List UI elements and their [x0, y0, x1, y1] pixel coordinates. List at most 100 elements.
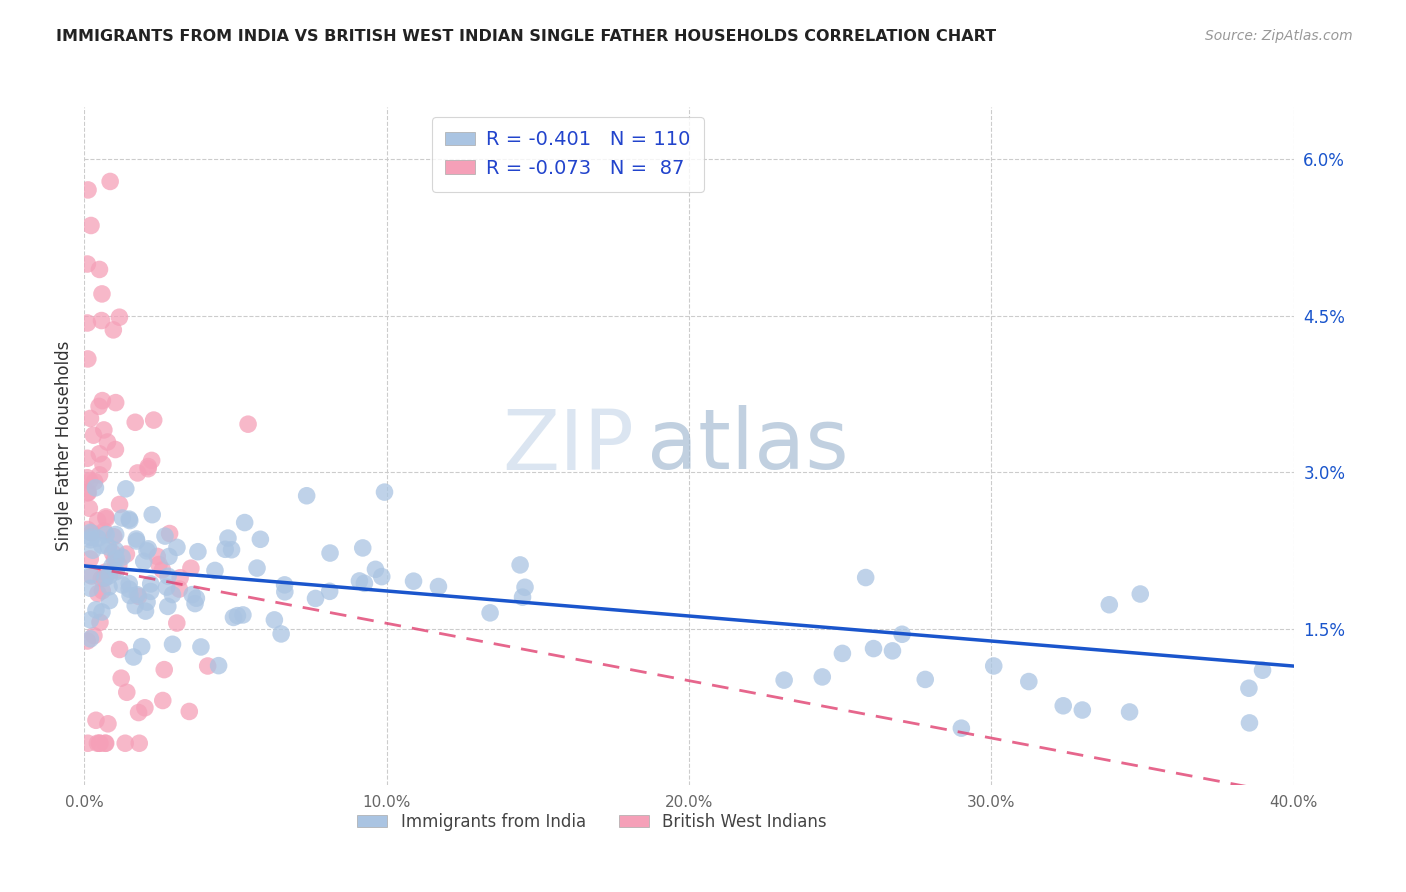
Point — [882, 644, 904, 658]
Point — [1052, 698, 1074, 713]
Point — [136, 459, 159, 474]
Point — [148, 558, 170, 572]
Point — [141, 453, 163, 467]
Point — [80, 525, 103, 540]
Point — [811, 670, 834, 684]
Point — [79, 411, 101, 425]
Point — [862, 641, 884, 656]
Point — [94, 571, 117, 585]
Point — [914, 673, 936, 687]
Point — [98, 580, 121, 594]
Point — [127, 466, 149, 480]
Point — [153, 529, 176, 543]
Point — [179, 705, 201, 719]
Point — [103, 553, 125, 567]
Point — [94, 509, 117, 524]
Point — [295, 489, 318, 503]
Point — [118, 512, 141, 526]
Point — [114, 482, 136, 496]
Point — [983, 659, 1005, 673]
Point — [152, 693, 174, 707]
Point — [1098, 598, 1121, 612]
Point — [153, 663, 176, 677]
Point — [89, 736, 111, 750]
Point — [139, 584, 162, 599]
Point — [353, 576, 375, 591]
Point — [80, 569, 103, 583]
Point — [115, 685, 138, 699]
Text: ZIP: ZIP — [503, 406, 634, 486]
Point — [79, 474, 101, 488]
Point — [83, 475, 105, 489]
Point — [134, 700, 156, 714]
Point — [80, 530, 103, 544]
Text: Source: ZipAtlas.com: Source: ZipAtlas.com — [1205, 29, 1353, 43]
Point — [125, 534, 148, 549]
Point — [513, 580, 536, 594]
Point — [270, 627, 292, 641]
Point — [162, 637, 184, 651]
Point — [232, 607, 254, 622]
Point — [891, 627, 914, 641]
Point — [98, 593, 121, 607]
Point — [97, 716, 120, 731]
Legend: Immigrants from India, British West Indians: Immigrants from India, British West Indi… — [350, 806, 834, 838]
Point — [79, 533, 101, 547]
Point — [141, 508, 163, 522]
Point — [217, 531, 239, 545]
Point — [79, 525, 101, 540]
Point — [166, 615, 188, 630]
Point — [111, 511, 134, 525]
Point — [1018, 674, 1040, 689]
Point — [236, 417, 259, 432]
Point — [136, 595, 159, 609]
Point — [76, 316, 98, 330]
Point — [84, 603, 107, 617]
Point — [773, 673, 796, 687]
Point — [98, 174, 121, 188]
Point — [84, 481, 107, 495]
Point — [114, 736, 136, 750]
Point — [91, 605, 114, 619]
Point — [263, 613, 285, 627]
Point — [97, 540, 120, 554]
Point — [950, 721, 973, 735]
Point — [157, 569, 180, 583]
Point — [89, 447, 111, 461]
Point — [128, 706, 150, 720]
Point — [1251, 663, 1274, 677]
Point — [105, 551, 128, 566]
Point — [111, 578, 134, 592]
Point — [83, 629, 105, 643]
Point — [79, 568, 101, 582]
Point — [94, 565, 117, 579]
Point — [131, 640, 153, 654]
Point — [352, 541, 374, 555]
Point — [98, 568, 121, 582]
Point — [94, 736, 117, 750]
Point — [87, 586, 110, 600]
Point — [221, 542, 243, 557]
Point — [108, 642, 131, 657]
Point — [90, 313, 112, 327]
Point — [76, 257, 98, 271]
Point — [101, 546, 124, 560]
Point — [96, 435, 118, 450]
Point — [184, 597, 207, 611]
Point — [142, 413, 165, 427]
Point — [82, 428, 104, 442]
Point — [79, 582, 101, 596]
Point — [318, 584, 340, 599]
Point — [91, 286, 114, 301]
Point — [1237, 681, 1260, 696]
Point — [831, 647, 853, 661]
Point — [76, 451, 98, 466]
Point — [91, 583, 114, 598]
Point — [159, 526, 181, 541]
Point — [207, 658, 229, 673]
Point — [1129, 587, 1152, 601]
Point — [94, 527, 117, 541]
Point — [127, 588, 149, 602]
Point — [124, 415, 146, 429]
Point — [76, 736, 98, 750]
